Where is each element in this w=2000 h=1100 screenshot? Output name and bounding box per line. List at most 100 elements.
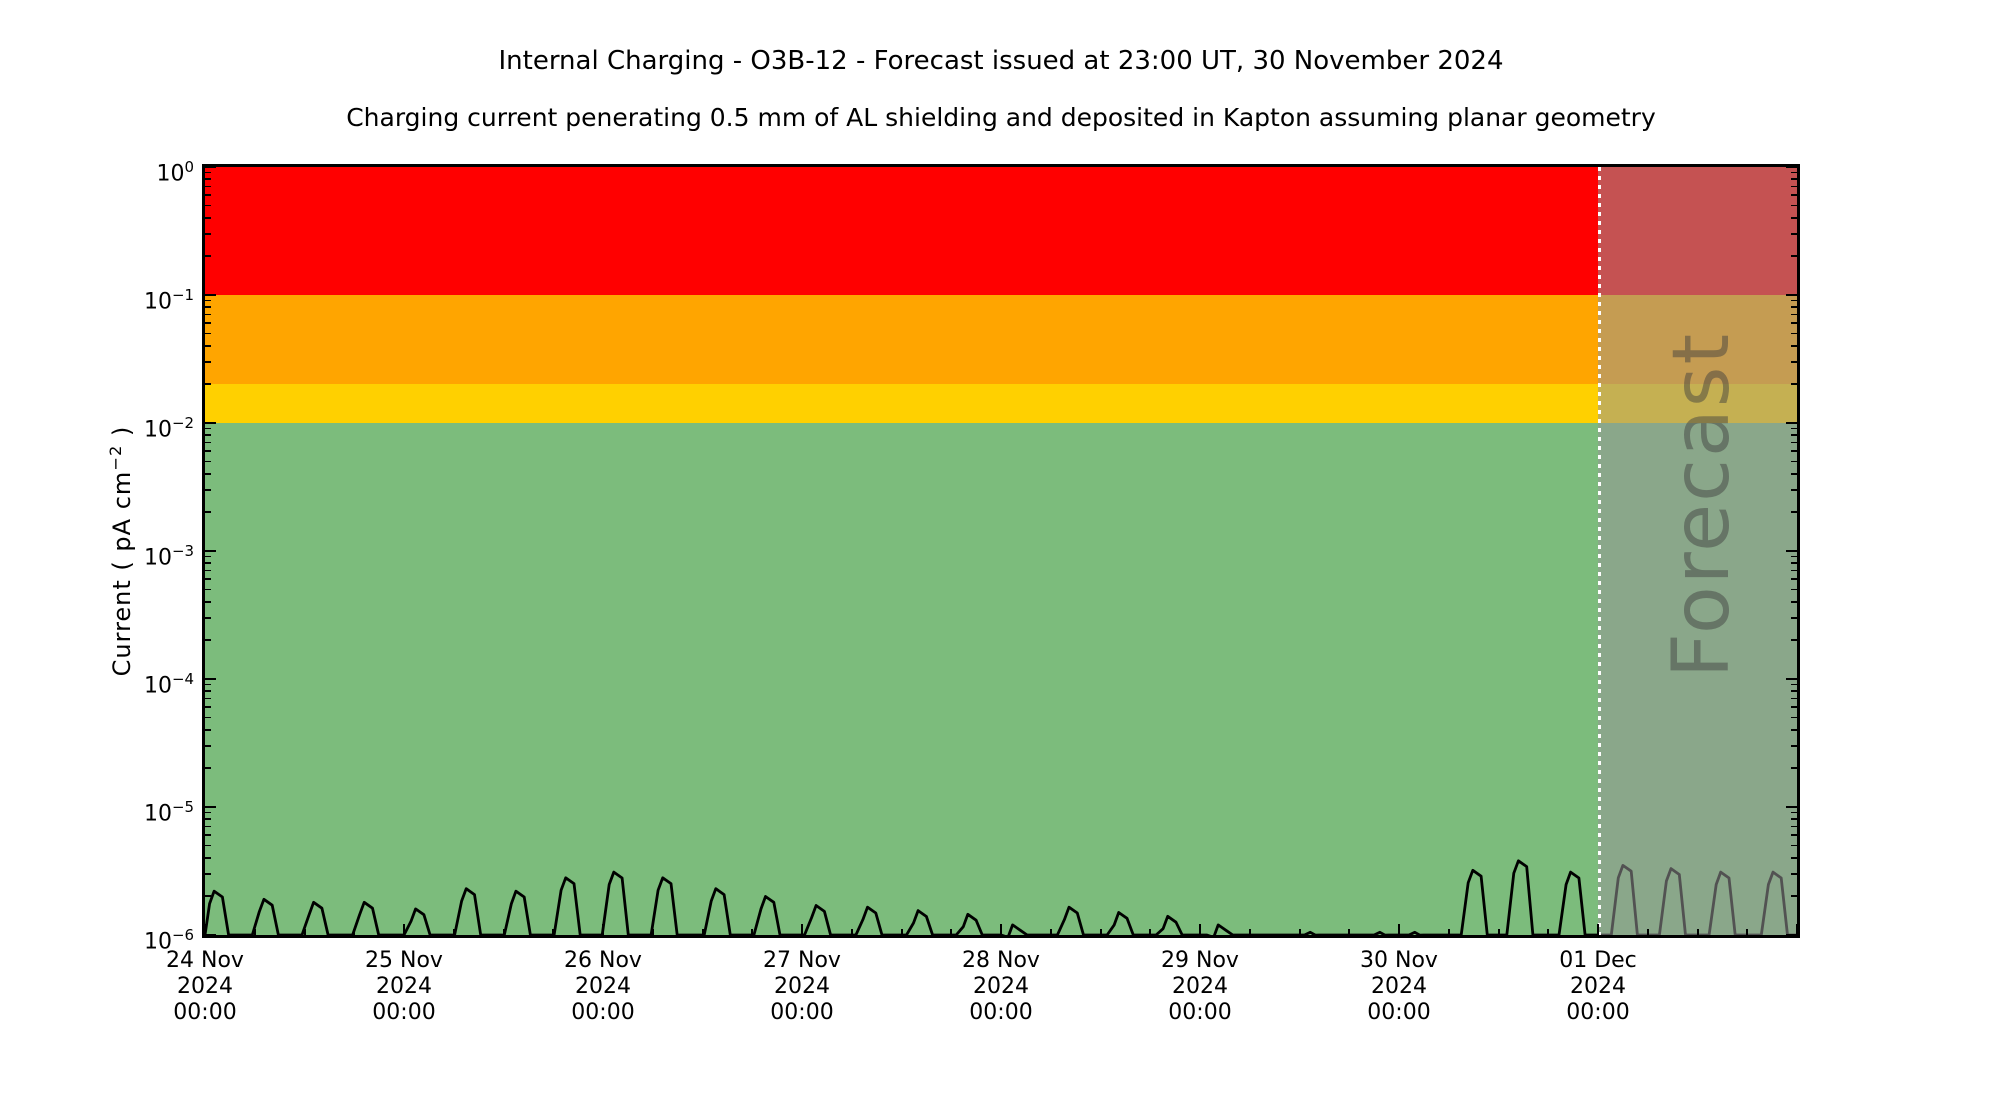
- y-minor-tick: [205, 204, 211, 207]
- y-major-tick: [205, 678, 216, 680]
- y-minor-tick: [1791, 488, 1797, 491]
- y-minor-tick: [1791, 818, 1797, 820]
- x-minor-tick: [1646, 929, 1649, 935]
- x-major-tick: [403, 924, 405, 935]
- y-minor-tick: [1791, 434, 1797, 436]
- x-tick-label: 30 Nov 2024 00:00: [1360, 948, 1438, 1025]
- y-minor-tick: [205, 427, 211, 430]
- y-minor-tick: [1791, 767, 1797, 770]
- y-minor-tick: [205, 706, 211, 708]
- x-tick-label: 25 Nov 2024 00:00: [365, 948, 443, 1025]
- x-tick-label: 24 Nov 2024 00:00: [166, 948, 244, 1025]
- y-minor-tick: [205, 562, 211, 564]
- y-tick-label: 10−5: [143, 798, 194, 827]
- y-minor-tick: [1791, 856, 1797, 859]
- y-minor-tick: [1791, 811, 1797, 814]
- y-minor-tick: [205, 450, 211, 452]
- y-minor-tick: [205, 844, 211, 847]
- y-minor-tick: [1791, 716, 1797, 719]
- y-minor-tick: [1791, 569, 1797, 572]
- y-major-tick: [205, 550, 216, 552]
- x-tick-label: 01 Dec 2024 00:00: [1559, 948, 1637, 1025]
- y-minor-tick: [205, 818, 211, 820]
- band-yellow-zone: [205, 384, 1797, 423]
- y-minor-tick: [1791, 834, 1797, 836]
- x-minor-tick: [1696, 929, 1699, 935]
- y-major-tick: [205, 806, 216, 808]
- y-minor-tick: [205, 825, 211, 828]
- y-major-tick: [205, 167, 216, 168]
- y-minor-tick: [205, 856, 211, 859]
- x-minor-tick: [1497, 929, 1500, 935]
- x-minor-tick: [950, 929, 953, 935]
- y-minor-tick: [205, 811, 211, 814]
- y-tick-label: 10−2: [143, 414, 194, 443]
- y-minor-tick: [205, 194, 211, 196]
- y-minor-tick: [205, 690, 211, 692]
- y-minor-tick: [205, 232, 211, 235]
- x-major-tick: [602, 924, 604, 935]
- y-minor-tick: [205, 322, 211, 324]
- x-major-tick: [1398, 924, 1400, 935]
- y-minor-tick: [205, 872, 211, 875]
- y-minor-tick: [1791, 450, 1797, 452]
- y-minor-tick: [205, 306, 211, 308]
- y-tick-label: 10−4: [143, 670, 194, 699]
- y-minor-tick: [205, 616, 211, 619]
- y-minor-tick: [1791, 383, 1797, 386]
- band-red-zone: [205, 167, 1797, 295]
- y-minor-tick: [205, 344, 211, 347]
- y-minor-tick: [1791, 460, 1797, 463]
- y-minor-tick: [205, 488, 211, 491]
- y-minor-tick: [205, 834, 211, 836]
- y-minor-tick: [1791, 344, 1797, 347]
- y-minor-tick: [1791, 232, 1797, 235]
- y-minor-tick: [205, 683, 211, 686]
- y-minor-tick: [1791, 895, 1797, 898]
- y-minor-tick: [1791, 578, 1797, 580]
- y-major-tick: [1786, 678, 1797, 680]
- x-minor-tick: [651, 929, 654, 935]
- y-minor-tick: [1791, 728, 1797, 731]
- y-minor-tick: [1791, 844, 1797, 847]
- y-minor-tick: [1791, 555, 1797, 558]
- x-minor-tick: [1746, 929, 1749, 935]
- y-major-tick: [205, 934, 216, 935]
- y-minor-tick: [1791, 706, 1797, 708]
- x-minor-tick: [1149, 929, 1152, 935]
- y-minor-tick: [205, 171, 211, 174]
- x-minor-tick: [452, 929, 455, 935]
- x-minor-tick: [1348, 929, 1351, 935]
- y-minor-tick: [1791, 511, 1797, 514]
- y-minor-tick: [1791, 306, 1797, 308]
- x-minor-tick: [253, 929, 256, 935]
- y-minor-tick: [1791, 322, 1797, 324]
- y-minor-tick: [205, 441, 211, 444]
- y-tick-label: 100: [156, 158, 194, 187]
- x-minor-tick: [751, 929, 754, 935]
- y-major-tick: [205, 422, 216, 424]
- y-minor-tick: [1791, 690, 1797, 692]
- y-minor-tick: [1791, 171, 1797, 174]
- y-minor-tick: [1791, 639, 1797, 642]
- x-minor-tick: [850, 929, 853, 935]
- y-minor-tick: [205, 569, 211, 572]
- y-minor-tick: [1791, 825, 1797, 828]
- y-minor-tick: [205, 588, 211, 591]
- forecast-region-overlay: [1598, 167, 1797, 935]
- x-tick-label: 27 Nov 2024 00:00: [763, 948, 841, 1025]
- y-minor-tick: [205, 555, 211, 558]
- x-major-tick: [1597, 924, 1599, 935]
- y-minor-tick: [205, 511, 211, 514]
- y-minor-tick: [205, 767, 211, 770]
- y-minor-tick: [205, 697, 211, 700]
- y-minor-tick: [1791, 872, 1797, 875]
- x-minor-tick: [1248, 929, 1251, 935]
- x-minor-tick: [1298, 929, 1301, 935]
- x-major-tick: [1000, 924, 1002, 935]
- band-green-zone: [205, 423, 1797, 935]
- x-minor-tick: [1547, 929, 1550, 935]
- y-minor-tick: [205, 255, 211, 258]
- y-minor-tick: [205, 383, 211, 386]
